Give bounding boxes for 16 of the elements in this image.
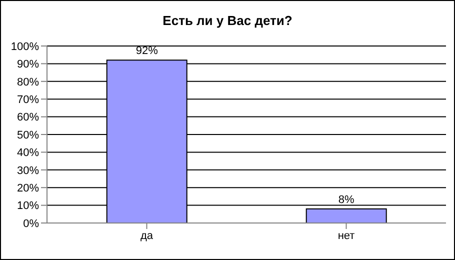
y-tick-label: 30% bbox=[16, 164, 40, 177]
y-tick-label: 70% bbox=[16, 94, 40, 106]
y-tick-label: 40% bbox=[16, 147, 40, 160]
y-tick-label: 20% bbox=[16, 182, 40, 195]
y-tick-label: 60% bbox=[16, 112, 40, 124]
x-tick-label: да bbox=[140, 230, 154, 242]
y-tick-label: 0% bbox=[23, 218, 40, 230]
chart-title: Есть ли у Вас дети? bbox=[162, 13, 294, 28]
x-tick-label: нет bbox=[338, 230, 355, 242]
y-tick-label: 10% bbox=[16, 200, 40, 212]
data-label: 92% bbox=[136, 45, 158, 58]
y-tick-label: 50% bbox=[16, 129, 40, 142]
data-label: 8% bbox=[338, 194, 355, 206]
y-tick-label: 80% bbox=[16, 76, 40, 88]
y-tick-label: 90% bbox=[16, 58, 40, 71]
y-tick-label: 100% bbox=[10, 40, 40, 53]
